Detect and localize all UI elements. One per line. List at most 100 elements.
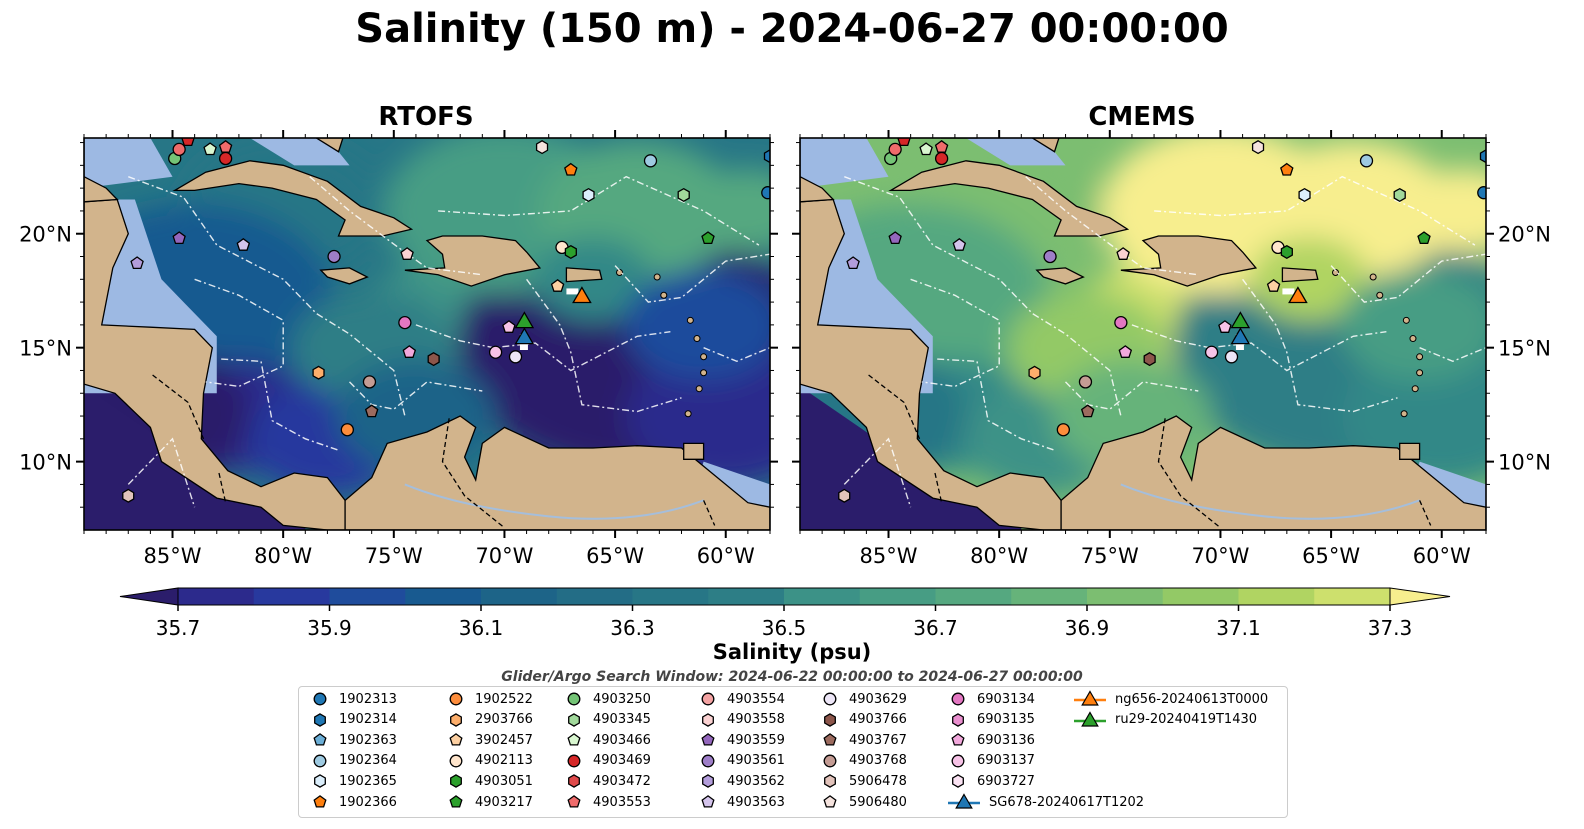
legend-triangle-icon	[1081, 690, 1099, 706]
land-trinidad	[683, 442, 705, 460]
map-frame	[83, 137, 771, 531]
legend-item: 6903136	[947, 730, 1035, 750]
colorbar-segment	[481, 588, 558, 605]
argo-float-marker	[327, 249, 341, 264]
legend-label: 4903766	[849, 712, 907, 728]
lat-tick-label: 20°N	[19, 223, 72, 247]
legend-marker	[823, 754, 837, 768]
argo-float-marker	[888, 142, 902, 157]
land-hispaniola	[404, 235, 542, 287]
legend-hexagon-icon	[952, 712, 964, 727]
argo-float-marker	[1218, 320, 1232, 333]
legend-item: 4903561	[697, 751, 785, 771]
land-puerto-rico	[1281, 267, 1319, 283]
eez-line	[415, 324, 671, 372]
land-island	[1416, 369, 1424, 377]
river	[404, 483, 704, 520]
legend-hexagon-icon	[450, 712, 462, 727]
legend-marker	[450, 712, 462, 727]
argo-float-marker	[130, 256, 144, 270]
eez-line	[843, 437, 912, 508]
legend-label: 3902457	[475, 732, 533, 748]
colorbar-tick-label: 36.5	[762, 616, 807, 640]
lon-tick-label: 65°W	[586, 544, 644, 568]
argo-float-marker	[1116, 247, 1130, 260]
colorbar-tick-label: 36.1	[459, 616, 504, 640]
legend-marker	[313, 754, 327, 768]
argo-float-marker	[1143, 352, 1156, 367]
legend-label: 4903469	[593, 753, 651, 769]
shelf-area	[965, 138, 1066, 166]
land-cuba	[888, 160, 1130, 237]
land-island	[700, 353, 708, 361]
argo-float-marker	[502, 320, 516, 333]
legend-item: 2903766	[445, 710, 533, 730]
legend-marker	[951, 754, 965, 768]
argo-float-marker	[236, 237, 251, 251]
legend-label: ng656-20240613T0000	[1115, 691, 1269, 707]
legend-label: 1902365	[339, 773, 397, 789]
land-central-america	[800, 198, 1062, 530]
argo-float-marker	[1118, 345, 1133, 358]
land-jamaica	[1035, 267, 1085, 285]
legend-label: SG678-20240617T1202	[989, 794, 1145, 810]
land-island	[1400, 410, 1408, 418]
colorbar-tick-label: 36.3	[610, 616, 655, 640]
legend-label: 6903135	[977, 712, 1035, 728]
country-border	[868, 374, 921, 440]
legend-label: 4903553	[593, 794, 651, 810]
argo-float-marker	[897, 138, 911, 147]
shelf-area	[249, 138, 350, 166]
legend-item: 3902457	[445, 730, 533, 750]
argo-float-marker	[1393, 187, 1406, 203]
argo-float-marker	[172, 142, 186, 157]
map-panel-rtofs	[84, 138, 770, 530]
argo-float-marker	[934, 151, 949, 166]
legend-marker	[449, 754, 463, 768]
lon-tick-label: 80°W	[254, 544, 312, 568]
legend-label: 4903559	[727, 732, 785, 748]
gliders	[1230, 286, 1308, 350]
eez-line	[937, 358, 1055, 451]
argo-float-marker	[1078, 375, 1093, 389]
lon-tick-label: 60°W	[697, 544, 755, 568]
colorbar-segment	[708, 588, 785, 605]
legend-item: 4903345	[563, 710, 651, 730]
argo-float-marker	[122, 488, 135, 503]
legend-label: 4903767	[849, 732, 907, 748]
eez-line	[1064, 381, 1199, 410]
legend-item: 1902364	[309, 751, 397, 771]
eez-line	[1131, 324, 1387, 372]
eez-line	[1330, 253, 1486, 303]
lon-tick-label: 85°W	[860, 544, 918, 568]
legend-label: 4903629	[849, 691, 907, 707]
colorbar-segment	[935, 588, 1012, 605]
eez-line	[844, 176, 1122, 417]
legend-hexagon-icon	[824, 774, 836, 789]
legend-item: 6903727	[947, 771, 1035, 791]
legend-item: 4903250	[563, 689, 651, 709]
argo-float-marker	[919, 142, 933, 156]
legend-item: 4903466	[563, 730, 651, 750]
lat-tick-label: 10°N	[1498, 451, 1551, 475]
argo-float-marker	[1056, 423, 1070, 437]
colorbar-segment	[1011, 588, 1088, 605]
legend-pentagon-icon	[951, 733, 965, 746]
land-island	[700, 369, 708, 377]
legend-circle-icon	[951, 692, 965, 706]
eez-line	[526, 278, 682, 413]
legend-marker	[449, 733, 463, 746]
legend-label: 1902522	[475, 691, 533, 707]
argo-float-marker	[364, 404, 379, 418]
land-yucatan-top	[84, 138, 119, 203]
legend-hexagon-icon	[702, 712, 714, 727]
legend-pentagon-icon	[823, 795, 837, 808]
legend-pentagon-icon	[449, 795, 463, 808]
legend-label: 1902364	[339, 753, 397, 769]
legend-label: 4903217	[475, 794, 533, 810]
country-border	[934, 472, 943, 503]
eez-line	[128, 176, 406, 417]
legend-item: 4903554	[697, 689, 785, 709]
argo-float-marker	[1477, 186, 1486, 200]
